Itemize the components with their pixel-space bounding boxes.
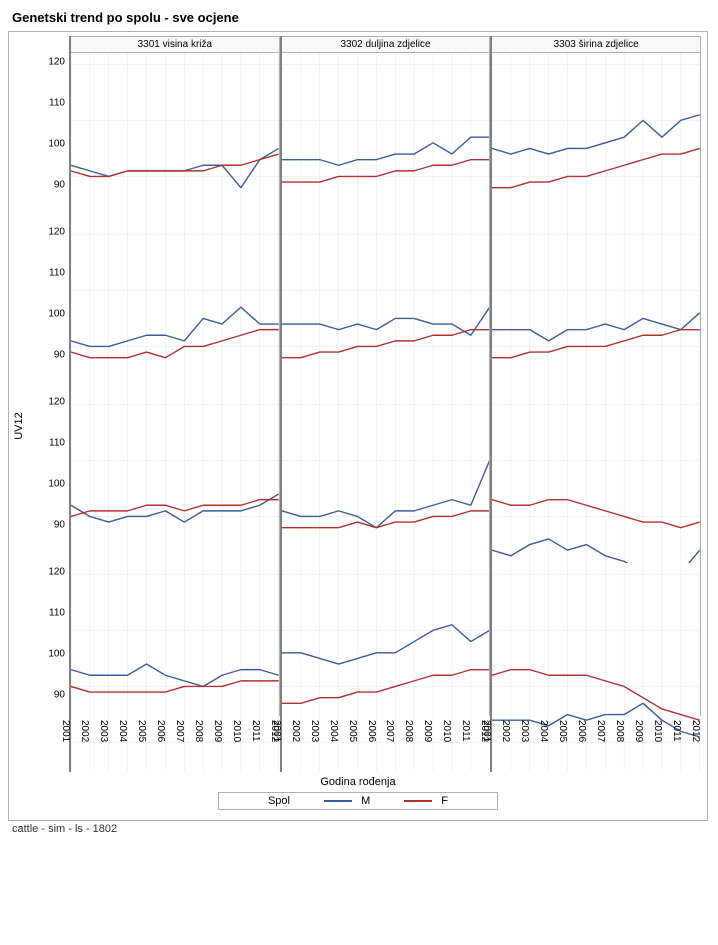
y-tick: 120 — [48, 227, 65, 238]
x-axis-label: Godina rođenja — [9, 776, 707, 788]
x-tick: 2003 — [519, 720, 530, 742]
x-axis-ticks: 2001200220032004200520062007200820092010… — [490, 716, 701, 772]
x-tick: 2005 — [136, 720, 147, 742]
y-tick: 100 — [48, 649, 65, 660]
x-tick: 2007 — [595, 720, 606, 742]
x-tick: 2005 — [557, 720, 568, 742]
x-tick: 2006 — [576, 720, 587, 742]
x-tick: 2002 — [290, 720, 301, 742]
x-tick: 2003 — [98, 720, 109, 742]
footer-text: cattle - sim - ls - 1802 — [12, 823, 710, 835]
x-tick: 2007 — [174, 720, 185, 742]
x-tick: 2006 — [366, 720, 377, 742]
x-tick: 2003 — [309, 720, 320, 742]
chart-panel: 3301 visina križa — [69, 36, 280, 206]
x-tick: 2009 — [633, 720, 644, 742]
panel-title: 3302 duljina zdjelice — [282, 36, 490, 53]
x-tick: 2004 — [328, 720, 339, 742]
y-tick: 100 — [48, 139, 65, 150]
x-tick: 2008 — [403, 720, 414, 742]
x-axis-ticks: 2001 2002 2003 2004 2005 2006 2007 2008 2009 2010… — [69, 716, 280, 772]
x-tick: 2008 — [614, 720, 625, 742]
chart-panel: 3311 putice — [69, 546, 280, 716]
legend-swatch-m — [324, 800, 352, 802]
x-tick: 2012 — [690, 720, 701, 742]
y-tick: 100 — [48, 309, 65, 320]
panel-title: 3301 visina križa — [71, 36, 279, 53]
y-tick: 110 — [49, 438, 65, 449]
x-tick: 2007 — [384, 720, 395, 742]
x-tick: 2004 — [117, 720, 128, 742]
y-tick: 120 — [48, 57, 65, 68]
y-tick: 120 — [48, 397, 65, 408]
y-axis-ticks: 90 100 110 120 — [29, 206, 69, 376]
x-tick: 2010 — [652, 720, 663, 742]
legend-label-m: M — [361, 795, 370, 807]
x-tick: 2001 — [481, 720, 492, 742]
y-tick: 90 — [54, 690, 65, 701]
x-tick: 2011 — [671, 720, 682, 742]
y-tick: 90 — [54, 520, 65, 531]
x-tick: 2010 — [231, 720, 242, 742]
legend-title: Spol — [268, 795, 290, 807]
y-axis-ticks: 90 100 110 120 — [29, 36, 69, 206]
panel-title: 3303 širina zdjelice — [492, 36, 700, 53]
panel-grid: 90 100 110 120 3301 visina križa3302 duljina… — [29, 36, 701, 772]
legend-item-f: F — [398, 795, 448, 807]
chart-panel: 3305 dubina trupa — [280, 206, 491, 376]
x-tick: 2010 — [441, 720, 452, 742]
chart-panel: 3310 izraž. skoč. zgloba — [490, 376, 701, 546]
y-tick: 90 — [54, 180, 65, 191]
legend-label-f: F — [441, 795, 448, 807]
y-tick: 120 — [48, 567, 65, 578]
legend-swatch-f — [404, 800, 432, 802]
charts-frame: UV12 90 100 110 120 3301 visina križa3302 du… — [8, 31, 708, 821]
y-tick: 110 — [49, 268, 65, 279]
y-axis-ticks: 90 100 110 120 — [29, 546, 69, 716]
y-axis-label: UV12 — [13, 412, 25, 440]
page-title: Genetski trend po spolu - sve ocjene — [12, 10, 710, 25]
x-tick: 2009 — [212, 720, 223, 742]
y-tick: 110 — [49, 98, 65, 109]
chart-panel: 3312 visina papaka — [280, 546, 491, 716]
x-tick: 2009 — [422, 720, 433, 742]
x-tick: 2011 — [250, 720, 261, 742]
chart-panel: 3306 opseg prsa — [490, 206, 701, 376]
x-tick: 2004 — [538, 720, 549, 742]
y-tick: 110 — [49, 608, 65, 619]
x-tick: 2001 — [60, 720, 71, 742]
x-tick: 2002 — [79, 720, 90, 742]
chart-panel: 3304 položaj zdjelice — [69, 206, 280, 376]
chart-panel: 3308 duljina leđa — [69, 376, 280, 546]
chart-panel: 3302 duljina zdjelice — [280, 36, 491, 206]
y-tick: 100 — [48, 479, 65, 490]
x-axis-ticks: 2001 2002 2003 2004 2005 2006 2007 2008 2009 2010… — [280, 716, 491, 772]
y-axis-ticks: 90 100 110 120 — [29, 376, 69, 546]
legend-item-m: M — [318, 795, 370, 807]
chart-panel: 3313 dubina vimena — [490, 546, 701, 716]
x-tick: 2008 — [193, 720, 204, 742]
x-tick: 2006 — [155, 720, 166, 742]
y-tick: 90 — [54, 350, 65, 361]
chart-panel: 3309 kut skoč. zgloba — [280, 376, 491, 546]
x-tick: 2002 — [500, 720, 511, 742]
x-tick: 2011 — [460, 720, 471, 742]
chart-panel: 3303 širina zdjelice — [490, 36, 701, 206]
legend: Spol M F — [218, 792, 498, 810]
x-tick: 2005 — [347, 720, 358, 742]
x-tick: 2001 — [271, 720, 282, 742]
page: Genetski trend po spolu - sve ocjene UV1… — [0, 0, 718, 945]
